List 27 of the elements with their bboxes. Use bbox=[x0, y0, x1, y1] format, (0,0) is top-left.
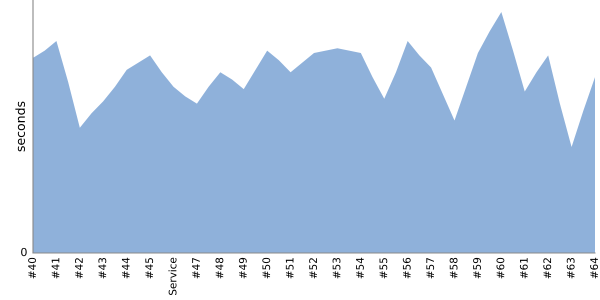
x-tick-label: #48 bbox=[215, 258, 224, 278]
x-tick-label: #60 bbox=[496, 258, 504, 278]
x-tick-label: #44 bbox=[122, 258, 130, 278]
x-tick-label: #43 bbox=[98, 258, 106, 278]
x-tick-label: #40 bbox=[28, 258, 36, 278]
x-tick-label: #42 bbox=[74, 258, 83, 278]
x-tick-label: #50 bbox=[262, 258, 270, 278]
x-tick-label: #63 bbox=[566, 258, 575, 278]
x-tick-label: #61 bbox=[520, 258, 528, 278]
x-tick-label: #56 bbox=[402, 258, 411, 278]
x-tick-label: #53 bbox=[332, 258, 340, 278]
x-tick-label: #41 bbox=[52, 258, 60, 278]
text: 0 bbox=[21, 248, 27, 256]
x-tick-label: #58 bbox=[450, 258, 458, 278]
x-tick-label: #49 bbox=[238, 258, 247, 278]
x-tick-label: #64 bbox=[590, 258, 598, 278]
x-tick-label: #55 bbox=[380, 258, 388, 278]
x-tick-label: #47 bbox=[192, 258, 200, 278]
x-tick-label: #52 bbox=[309, 258, 318, 278]
y-axis-title: seconds bbox=[15, 102, 26, 152]
x-tick-label: #51 bbox=[286, 258, 294, 278]
x-tick-label: #57 bbox=[426, 258, 434, 278]
x-tick-label: #54 bbox=[356, 258, 364, 278]
x-tick-label: #62 bbox=[543, 258, 552, 278]
x-tick-label: #59 bbox=[473, 258, 481, 278]
x-tick-label: #45 bbox=[145, 258, 154, 278]
x-tick-label: Service bbox=[168, 258, 177, 295]
